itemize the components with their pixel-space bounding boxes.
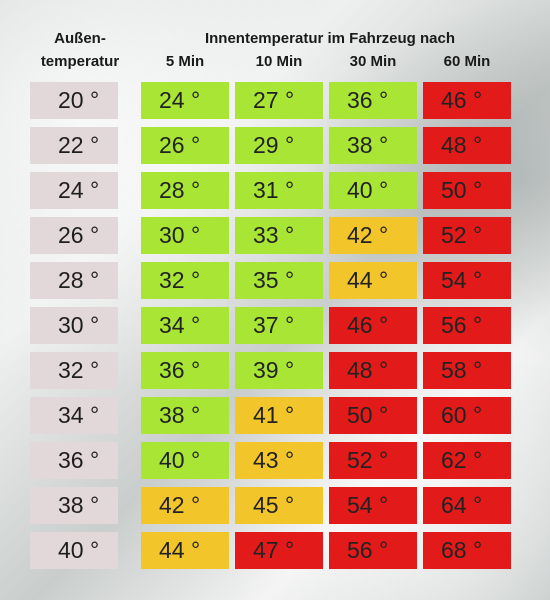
outside-temp-cell: 40 ° [30,532,118,569]
outside-temp-header-line1: Außen- [54,30,106,47]
inside-temp-cell: 54 ° [329,487,417,524]
inside-temp-cell: 68 ° [423,532,511,569]
inside-temp-cell: 54 ° [423,262,511,299]
outside-temp-cell: 34 ° [30,397,118,434]
inside-temp-cell: 38 ° [141,397,229,434]
inside-temp-cell: 32 ° [141,262,229,299]
outside-temp-cell: 20 ° [30,82,118,119]
outside-temp-cell: 36 ° [30,442,118,479]
inside-temp-cell: 47 ° [235,532,323,569]
inside-temp-cell: 48 ° [329,352,417,389]
inside-temp-cell: 34 ° [141,307,229,344]
outside-temp-cell: 28 ° [30,262,118,299]
inside-temp-cell: 64 ° [423,487,511,524]
inside-temp-cell: 42 ° [329,217,417,254]
inside-temp-cell: 33 ° [235,217,323,254]
inside-temp-cell: 45 ° [235,487,323,524]
column-header-60min: 60 Min [443,53,491,70]
table-header: Außen- temperatur Innentemperatur im Fah… [0,0,550,80]
inside-temp-cell: 52 ° [329,442,417,479]
inside-temp-cell: 62 ° [423,442,511,479]
inside-temp-cell: 41 ° [235,397,323,434]
inside-temp-cell: 50 ° [329,397,417,434]
inside-temp-cell: 37 ° [235,307,323,344]
inside-temp-cell: 35 ° [235,262,323,299]
inside-temp-cell: 38 ° [329,127,417,164]
inside-temp-cell: 44 ° [141,532,229,569]
inside-temp-cell: 56 ° [329,532,417,569]
inside-temp-cell: 42 ° [141,487,229,524]
inside-temp-cell: 31 ° [235,172,323,209]
inside-temp-cell: 28 ° [141,172,229,209]
outside-temp-cell: 22 ° [30,127,118,164]
inside-temp-cell: 46 ° [329,307,417,344]
column-header-5min: 5 Min [165,53,205,70]
inside-temp-cell: 30 ° [141,217,229,254]
outside-temp-cell: 38 ° [30,487,118,524]
inside-temp-cell: 36 ° [141,352,229,389]
inside-temp-cell: 40 ° [141,442,229,479]
inside-temp-cell: 29 ° [235,127,323,164]
inside-temp-cell: 39 ° [235,352,323,389]
outside-temp-cell: 26 ° [30,217,118,254]
inside-temp-header: Innentemperatur im Fahrzeug nach [204,30,456,47]
inside-temp-cell: 58 ° [423,352,511,389]
column-header-10min: 10 Min [255,53,303,70]
outside-temp-cell: 30 ° [30,307,118,344]
inside-temp-cell: 46 ° [423,82,511,119]
inside-temp-cell: 26 ° [141,127,229,164]
inside-temp-cell: 50 ° [423,172,511,209]
inside-temp-cell: 24 ° [141,82,229,119]
inside-temp-cell: 44 ° [329,262,417,299]
inside-temp-cell: 43 ° [235,442,323,479]
inside-temp-cell: 56 ° [423,307,511,344]
inside-temp-cell: 36 ° [329,82,417,119]
outside-temp-cell: 24 ° [30,172,118,209]
inside-temp-cell: 52 ° [423,217,511,254]
inside-temp-cell: 40 ° [329,172,417,209]
outside-temp-header-line2: temperatur [40,53,120,70]
column-header-30min: 30 Min [349,53,397,70]
outside-temp-cell: 32 ° [30,352,118,389]
inside-temp-cell: 60 ° [423,397,511,434]
inside-temp-cell: 27 ° [235,82,323,119]
inside-temp-cell: 48 ° [423,127,511,164]
